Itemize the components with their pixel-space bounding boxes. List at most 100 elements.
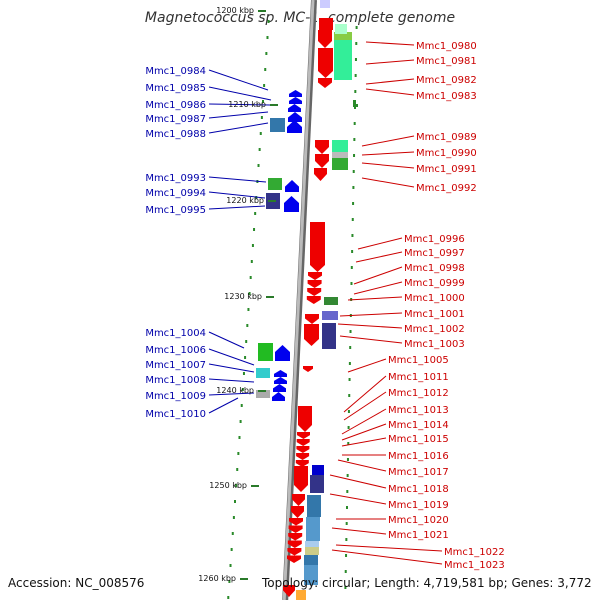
reverse-gene-arrow — [273, 384, 286, 392]
guide-dot — [253, 228, 256, 231]
forward-gene-arrow — [306, 296, 321, 304]
gene-block — [310, 475, 324, 493]
gene-block — [335, 24, 347, 34]
forward-gene-arrow — [288, 525, 303, 533]
guide-dot — [258, 148, 261, 151]
guide-dot — [352, 186, 355, 189]
gene-label-forward: Mmc1_1002 — [404, 324, 465, 335]
guide-dot — [354, 58, 357, 61]
tick-label: 1250 kbp — [209, 481, 247, 490]
reverse-gene-arrow — [274, 377, 287, 384]
guide-dot — [355, 26, 358, 29]
forward-gene-arrow — [291, 506, 304, 518]
leader-line — [208, 69, 269, 91]
gene-block — [334, 40, 352, 80]
guide-dot — [242, 372, 245, 375]
guide-dot — [228, 580, 231, 583]
gene-label-forward: Mmc1_0982 — [416, 75, 477, 86]
topology-text: Topology: circular; Length: 4,719,581 bp… — [262, 576, 592, 590]
guide-dot — [351, 250, 354, 253]
leader-line — [329, 474, 387, 489]
guide-dot — [231, 532, 234, 535]
leader-line — [353, 281, 403, 295]
guide-dot — [230, 548, 233, 551]
leader-line — [208, 205, 266, 210]
guide-dot — [352, 202, 355, 205]
gene-block — [332, 152, 348, 158]
forward-gene-arrow — [315, 140, 329, 154]
guide-dot — [264, 68, 267, 71]
guide-dot — [267, 20, 270, 23]
gene-block — [307, 495, 321, 517]
forward-gene-arrow — [305, 314, 319, 324]
guide-dot — [246, 324, 249, 327]
gene-block — [256, 390, 270, 398]
leader-line — [341, 408, 387, 435]
reverse-gene-arrow — [274, 370, 287, 377]
gene-label-reverse: Mmc1_0994 — [145, 188, 206, 199]
forward-gene-arrow — [318, 30, 332, 48]
leader-line — [335, 544, 443, 552]
gene-block — [334, 32, 352, 40]
guide-dot — [352, 170, 355, 173]
leader-line — [339, 335, 403, 344]
forward-gene-arrow — [314, 168, 327, 181]
leader-line — [208, 331, 245, 349]
reverse-gene-arrow — [284, 196, 299, 212]
gene-block — [306, 517, 320, 541]
gene-label-reverse: Mmc1_0988 — [145, 129, 206, 140]
guide-dot — [351, 218, 354, 221]
leader-line — [365, 41, 415, 46]
leader-line — [365, 59, 415, 65]
forward-gene-arrow — [289, 518, 303, 526]
guide-dot — [240, 404, 243, 407]
tick-label: 1200 kbp — [216, 6, 254, 15]
gene-label-forward: Mmc1_1018 — [388, 484, 449, 495]
reverse-gene-arrow — [287, 120, 302, 133]
guide-dot — [250, 260, 253, 263]
leader-line — [329, 493, 387, 505]
forward-gene-arrow — [296, 439, 310, 446]
gene-label-reverse: Mmc1_0987 — [145, 114, 206, 125]
guide-dot — [350, 266, 353, 269]
forward-gene-arrow — [295, 460, 309, 467]
guide-dot — [351, 234, 354, 237]
forward-gene-arrow — [308, 272, 322, 280]
gene-label-reverse: Mmc1_1010 — [145, 409, 206, 420]
leader-line — [361, 135, 415, 147]
gene-label-forward: Mmc1_1011 — [388, 372, 449, 383]
forward-gene-arrow — [288, 533, 303, 541]
guide-dot — [234, 500, 236, 503]
labels-layer: Mmc1_0984 Mmc1_0985 Mmc1_0986 Mmc1_0987 Mmc1… — [145, 41, 504, 571]
leader-line — [347, 358, 387, 373]
guide-dot — [353, 122, 356, 125]
leader-line — [343, 375, 387, 413]
reverse-gene-arrow — [275, 345, 290, 361]
guide-dot — [238, 436, 241, 439]
gene-label-forward: Mmc1_0992 — [416, 183, 477, 194]
forward-gene-arrow — [315, 154, 329, 168]
backbone-highlight — [282, 0, 315, 600]
tick-mark — [258, 10, 266, 12]
guide-dot — [227, 596, 230, 599]
gene-block — [353, 104, 358, 107]
guide-dot — [232, 516, 235, 519]
guide-dot — [236, 468, 239, 471]
gene-label-forward: Mmc1_0990 — [416, 148, 477, 159]
gene-label-reverse: Mmc1_0986 — [145, 100, 206, 111]
gene-label-reverse: Mmc1_1008 — [145, 375, 206, 386]
guide-dot — [241, 388, 244, 391]
guide-dot — [262, 100, 264, 103]
guide-dot — [265, 52, 268, 55]
leader-line — [208, 392, 255, 396]
gene-label-forward: Mmc1_0989 — [416, 132, 477, 143]
leader-line — [331, 549, 443, 565]
tick-label: 1260 kbp — [198, 574, 236, 583]
gene-label-forward: Mmc1_0981 — [416, 56, 477, 67]
gene-block — [268, 178, 282, 190]
gene-label-forward: Mmc1_1017 — [388, 467, 449, 478]
gene-label-forward: Mmc1_0980 — [416, 41, 477, 52]
gene-block — [320, 0, 330, 8]
tick-mark — [266, 296, 274, 298]
guide-dot — [244, 356, 247, 359]
